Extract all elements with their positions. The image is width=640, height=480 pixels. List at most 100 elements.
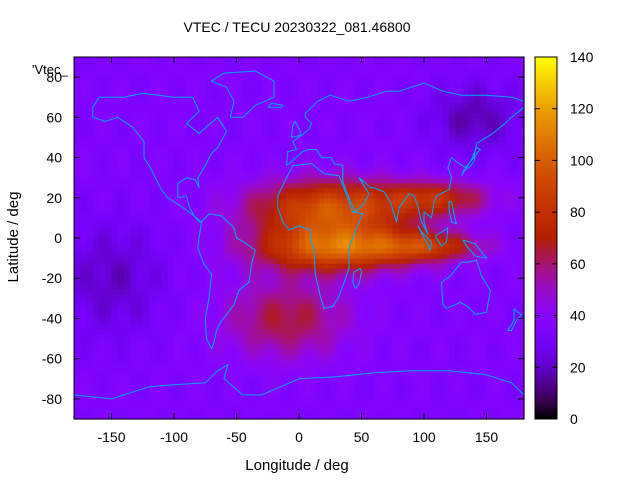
heatmap-cell xyxy=(236,77,244,83)
heatmap-cell xyxy=(211,227,219,234)
heatmap-cell xyxy=(192,248,200,254)
heatmap-cell xyxy=(205,147,213,154)
heatmap-cell xyxy=(280,368,288,375)
heatmap-cell xyxy=(286,353,294,360)
heatmap-cell xyxy=(374,167,381,174)
heatmap-cell xyxy=(367,222,375,229)
heatmap-cell xyxy=(286,313,294,320)
heatmap-cell xyxy=(486,187,494,194)
heatmap-cell xyxy=(349,263,356,269)
heatmap-cell xyxy=(324,227,331,234)
heatmap-cell xyxy=(274,162,281,169)
heatmap-cell xyxy=(261,358,269,365)
heatmap-cell xyxy=(342,137,350,144)
heatmap-cell xyxy=(105,338,113,345)
heatmap-cell xyxy=(117,157,125,164)
heatmap-cell xyxy=(224,92,231,98)
heatmap-cell xyxy=(186,278,194,284)
heatmap-cell xyxy=(136,353,144,360)
heatmap-cell xyxy=(167,303,175,309)
heatmap-cell xyxy=(386,152,394,159)
heatmap-cell xyxy=(242,197,250,204)
heatmap-cell xyxy=(242,258,250,264)
heatmap-cell xyxy=(230,343,238,350)
heatmap-cell xyxy=(136,177,144,184)
heatmap-cell xyxy=(224,122,231,128)
heatmap-cell xyxy=(417,57,425,63)
heatmap-cell xyxy=(449,258,456,264)
heatmap-cell xyxy=(361,343,369,350)
heatmap-cell xyxy=(430,308,438,315)
heatmap-cell xyxy=(205,182,213,189)
heatmap-cell xyxy=(486,348,494,355)
heatmap-cell xyxy=(80,348,88,355)
heatmap-cell xyxy=(330,217,338,224)
heatmap-cell xyxy=(274,363,281,370)
heatmap-cell xyxy=(92,378,100,385)
heatmap-cell xyxy=(92,102,100,108)
heatmap-cell xyxy=(436,217,444,224)
heatmap-cell xyxy=(142,92,150,98)
heatmap-cell xyxy=(299,348,306,355)
heatmap-cell xyxy=(105,248,113,254)
heatmap-cell xyxy=(442,248,450,254)
heatmap-cell xyxy=(442,152,450,159)
heatmap-cell xyxy=(399,343,406,350)
heatmap-cell xyxy=(286,82,294,88)
heatmap-cell xyxy=(474,157,481,164)
heatmap-cell xyxy=(199,328,206,335)
heatmap-cell xyxy=(155,253,163,259)
heatmap-cell xyxy=(474,57,481,63)
heatmap-cell xyxy=(174,117,181,123)
heatmap-cell xyxy=(499,363,506,370)
heatmap-cell xyxy=(342,152,350,159)
heatmap-cell xyxy=(286,368,294,375)
heatmap-cell xyxy=(142,328,150,335)
heatmap-cell xyxy=(111,142,119,149)
heatmap-cell xyxy=(336,82,344,88)
heatmap-cell xyxy=(255,298,263,304)
heatmap-cell xyxy=(299,413,306,420)
heatmap-cell xyxy=(486,177,494,184)
heatmap-cell xyxy=(286,117,294,123)
heatmap-cell xyxy=(399,293,406,299)
heatmap-cell xyxy=(242,298,250,304)
heatmap-cell xyxy=(355,72,363,78)
heatmap-cell xyxy=(192,283,200,289)
heatmap-cell xyxy=(205,142,213,149)
heatmap-cell xyxy=(267,167,275,174)
heatmap-cell xyxy=(155,182,163,189)
heatmap-cell xyxy=(392,202,400,209)
heatmap-cell xyxy=(424,348,431,355)
heatmap-cell xyxy=(280,373,288,380)
heatmap-cell xyxy=(467,388,475,395)
heatmap-cell xyxy=(361,222,369,229)
heatmap-cell xyxy=(292,333,300,340)
heatmap-cell xyxy=(199,383,206,390)
heatmap-cell xyxy=(149,393,156,400)
heatmap-cell xyxy=(467,102,475,108)
heatmap-cell xyxy=(355,67,363,73)
heatmap-cell xyxy=(286,192,294,199)
heatmap-cell xyxy=(430,182,438,189)
heatmap-cell xyxy=(442,167,450,174)
heatmap-cell xyxy=(380,413,388,420)
heatmap-cell xyxy=(480,388,488,395)
heatmap-cell xyxy=(355,338,363,345)
heatmap-cell xyxy=(92,82,100,88)
heatmap-cell xyxy=(299,152,306,159)
heatmap-cell xyxy=(255,243,263,249)
heatmap-cell xyxy=(292,57,300,63)
heatmap-cell xyxy=(474,162,481,169)
heatmap-cell xyxy=(242,122,250,128)
heatmap-cell xyxy=(155,102,163,108)
heatmap-cell xyxy=(192,142,200,149)
heatmap-cell xyxy=(474,318,481,325)
heatmap-cell xyxy=(392,313,400,320)
heatmap-cell xyxy=(199,192,206,199)
heatmap-cell xyxy=(105,293,113,299)
heatmap-cell xyxy=(161,127,169,134)
heatmap-cell xyxy=(361,162,369,169)
heatmap-cell xyxy=(249,408,256,415)
